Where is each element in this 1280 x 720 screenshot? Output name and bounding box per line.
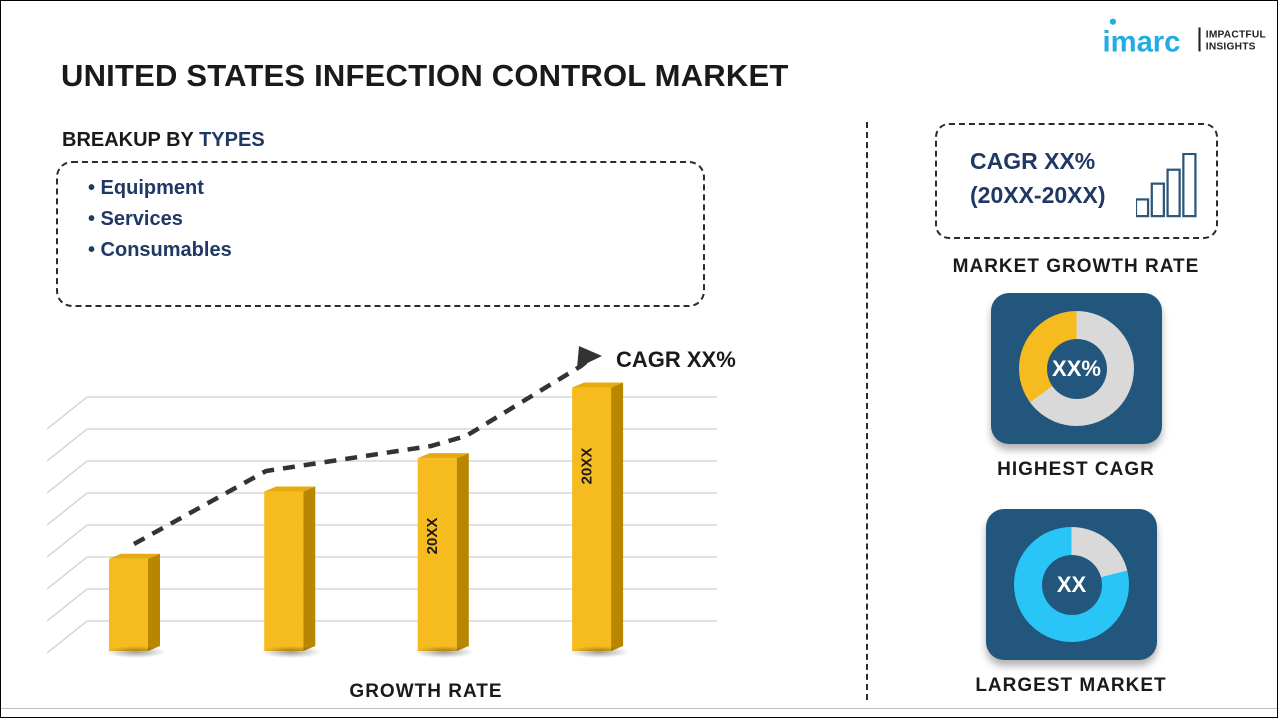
svg-text:imarc: imarc (1103, 26, 1180, 58)
svg-text:IMPACTFUL: IMPACTFUL (1206, 29, 1266, 40)
svg-text:20XX: 20XX (579, 448, 596, 485)
svg-text:CAGR XX%: CAGR XX% (616, 347, 736, 372)
svg-text:20XX: 20XX (424, 518, 441, 555)
svg-text:INSIGHTS: INSIGHTS (1206, 41, 1256, 52)
